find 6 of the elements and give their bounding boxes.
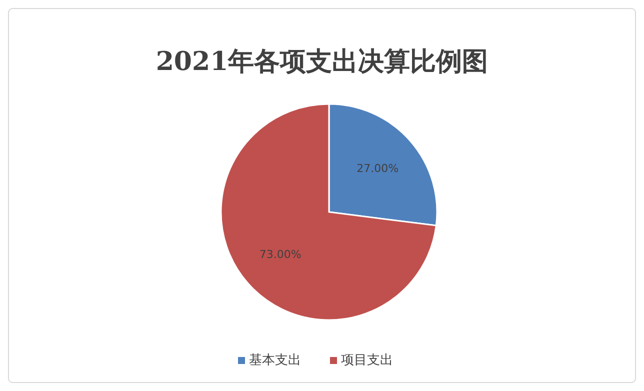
data-label: 73.00% <box>259 248 302 261</box>
legend-label: 基本支出 <box>249 353 301 368</box>
pie-slice <box>220 103 437 321</box>
legend-label: 项目支出 <box>341 353 393 368</box>
data-label: 27.00% <box>356 162 399 176</box>
chart-title: 2021年各项支出决算比例图 <box>156 47 488 77</box>
